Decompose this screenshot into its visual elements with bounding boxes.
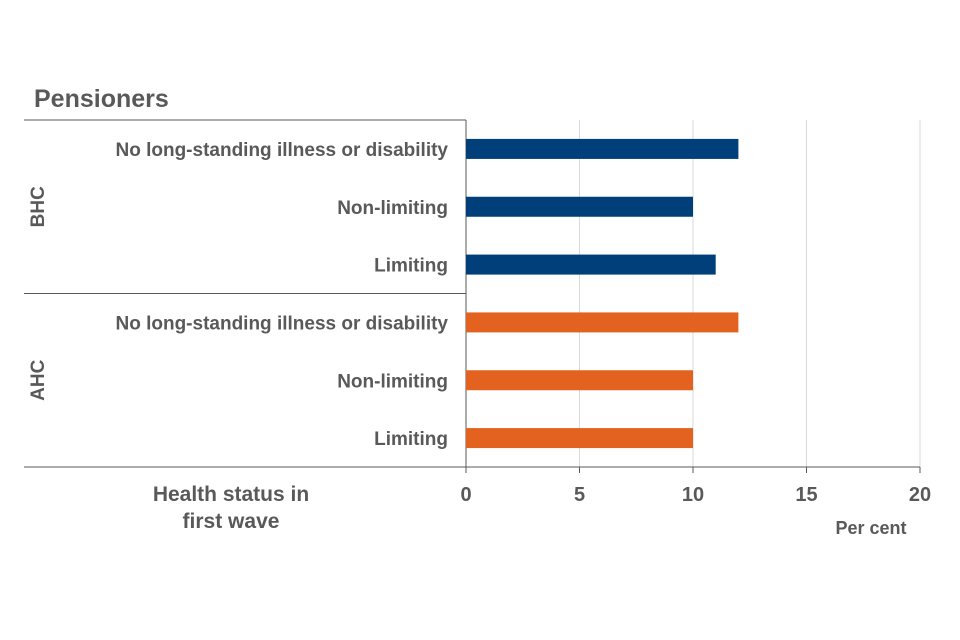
bar [466, 138, 739, 159]
category-label: Limiting [374, 256, 448, 277]
value-axis-title: Per cent [835, 518, 906, 538]
chart-title: Pensioners [34, 85, 169, 113]
category-labels: No long-standing illness or disability No… [115, 140, 448, 450]
bar [466, 254, 716, 275]
tick-label: 20 [909, 484, 931, 506]
tick-label: 10 [682, 484, 704, 506]
bar [466, 428, 693, 449]
group-label: AHC [28, 359, 49, 400]
category-label: Non-limiting [337, 198, 448, 219]
axis-frame [24, 119, 921, 473]
category-label: No long-standing illness or disability [115, 313, 448, 334]
tick-label: 5 [574, 484, 585, 506]
tick-label: 15 [795, 484, 817, 506]
tick-label: 0 [460, 484, 471, 506]
bar [466, 370, 693, 391]
gridlines [579, 120, 921, 467]
category-label: Non-limiting [337, 371, 448, 392]
category-label: Limiting [374, 429, 448, 450]
bars [466, 138, 739, 449]
tick-labels: 0 5 10 15 20 [460, 484, 931, 506]
group-labels: BHC AHC [28, 186, 49, 401]
bar [466, 312, 739, 333]
group-label: BHC [28, 186, 49, 227]
bar [466, 196, 693, 217]
category-axis-title: Health status in first wave [153, 483, 309, 533]
category-label: No long-standing illness or disability [115, 140, 448, 161]
